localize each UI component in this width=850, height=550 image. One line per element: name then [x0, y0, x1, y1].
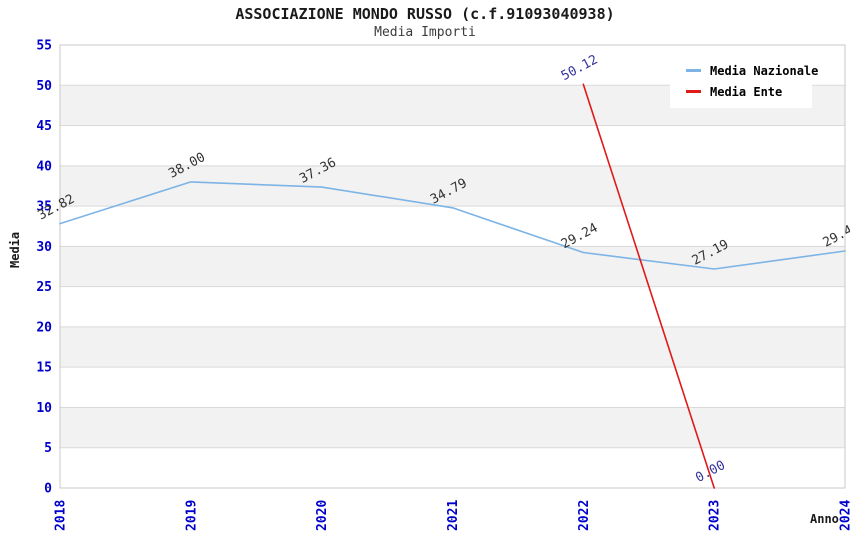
legend-label-nazionale: Media Nazionale — [710, 63, 819, 78]
x-tick-label: 2018 — [54, 500, 69, 531]
x-tick-label: 2022 — [577, 500, 592, 531]
nazionale-line — [59, 181, 846, 270]
plot-band — [60, 407, 845, 448]
y-tick-label: 55 — [36, 39, 52, 54]
x-tick-label: 2024 — [839, 500, 850, 531]
data-point-label: 50.12 — [559, 52, 601, 84]
plot-band — [60, 165, 845, 207]
chart-title: ASSOCIAZIONE MONDO RUSSO (c.f.9109304093… — [235, 5, 615, 23]
y-tick-label: 25 — [36, 280, 52, 295]
chart-subtitle: Media Importi — [374, 25, 476, 40]
plot-band — [60, 326, 845, 368]
data-point-label: 32.82 — [36, 192, 78, 224]
x-tick-label: 2020 — [315, 500, 330, 531]
data-point-label: 0.00 — [693, 458, 728, 486]
y-tick-label: 5 — [44, 441, 52, 456]
y-tick-label: 30 — [36, 240, 52, 255]
legend: Media Nazionale Media Ente — [670, 56, 818, 108]
legend-item-nazionale: Media Nazionale — [670, 60, 818, 81]
legend-item-ente: Media Ente — [670, 81, 812, 102]
y-tick-label: 15 — [36, 361, 52, 376]
ente-line-swatch — [686, 90, 701, 93]
y-axis-title: Media — [8, 231, 22, 268]
y-tick-label: 45 — [36, 119, 52, 134]
x-axis-title: Anno — [810, 512, 839, 526]
y-tick-label: 10 — [36, 401, 52, 416]
nazionale-line-swatch — [686, 69, 701, 72]
x-tick-label: 2023 — [708, 500, 723, 531]
plot-band — [60, 246, 845, 287]
x-tick-label: 2019 — [184, 500, 199, 531]
legend-label-ente: Media Ente — [710, 84, 783, 99]
y-tick-label: 50 — [36, 79, 52, 94]
x-tick-label: 2021 — [446, 500, 461, 531]
y-tick-label: 0 — [44, 482, 52, 497]
ente-line — [582, 83, 715, 489]
data-point-label: 29.43 — [821, 219, 850, 251]
y-tick-label: 20 — [36, 320, 52, 335]
y-tick-label: 40 — [36, 159, 52, 174]
y-tick-label: 35 — [36, 200, 52, 215]
plot-border — [59, 44, 846, 489]
